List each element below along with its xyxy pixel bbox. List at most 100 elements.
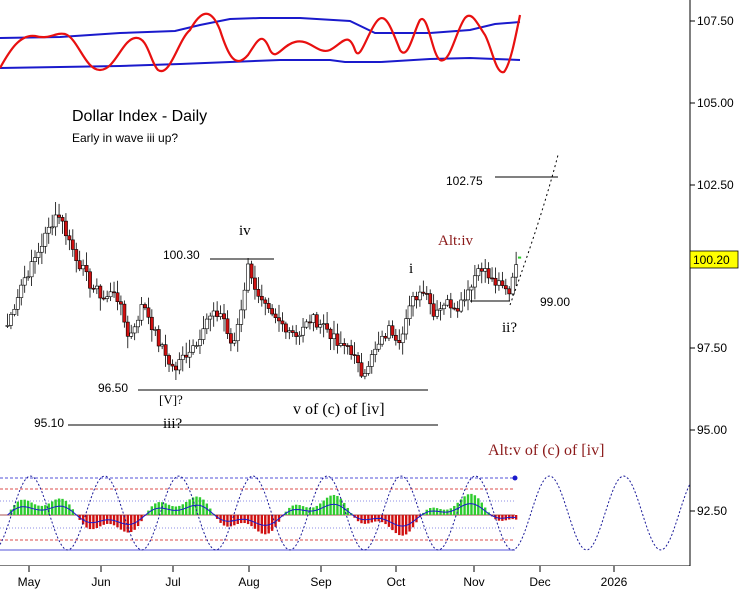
candle-body <box>500 280 505 286</box>
y-tick-label: 107.50 <box>697 14 734 28</box>
x-tick-label: Dec <box>529 575 550 589</box>
candle-body <box>373 348 378 355</box>
histogram-bar <box>198 497 202 515</box>
candle-body <box>70 239 75 250</box>
candle-body <box>407 305 412 319</box>
candle-body <box>253 277 257 290</box>
candle-body <box>297 334 302 337</box>
histogram-bar <box>257 515 260 532</box>
candle-body <box>290 330 295 333</box>
current-price-box <box>689 250 739 269</box>
candle-body <box>225 318 230 334</box>
chart-subtitle: Early in wave iii up? <box>72 131 178 145</box>
histogram-bar <box>23 499 26 515</box>
x-tick-label: Sep <box>310 575 332 589</box>
candle-body <box>36 251 41 258</box>
candle-body <box>280 320 285 325</box>
candle-body <box>132 326 137 334</box>
candle-body <box>67 235 72 241</box>
histogram-bar <box>394 515 398 534</box>
histogram-bar <box>329 495 332 515</box>
candle-body <box>435 309 439 317</box>
histogram-bar <box>126 515 129 533</box>
candle-body <box>387 325 391 339</box>
candle-body <box>112 291 116 294</box>
candle-body <box>84 265 89 273</box>
candle-body <box>359 362 364 377</box>
candle-body <box>352 354 357 356</box>
candle-body <box>404 318 409 335</box>
candle-body <box>204 318 209 330</box>
candle-body <box>187 351 192 358</box>
last-candle-body <box>517 256 522 259</box>
candle-body <box>369 354 374 367</box>
candle-body <box>283 323 288 333</box>
candle-body <box>174 365 178 371</box>
candle-body <box>497 280 501 286</box>
candle-body <box>177 359 182 371</box>
candle-body <box>156 329 161 347</box>
histogram-bar <box>88 515 92 530</box>
histogram-bar <box>54 499 57 515</box>
histogram-bar <box>260 515 264 534</box>
candle-body <box>472 275 477 288</box>
candle-body <box>277 317 281 322</box>
wave-label-iv: iv <box>239 223 251 239</box>
candle-body <box>363 373 367 377</box>
candle-body <box>270 308 275 315</box>
histogram-bar <box>20 499 23 515</box>
candle-body <box>507 288 512 295</box>
candle-body <box>462 299 467 302</box>
histogram-bar <box>463 496 466 515</box>
x-tick-label: Jun <box>91 575 110 589</box>
candle-body <box>33 257 37 262</box>
histogram-bar <box>398 515 401 536</box>
current-price-label: 100.20 <box>693 253 730 267</box>
y-tick-label: 102.50 <box>697 178 734 192</box>
y-axis: 107.50 105.00 102.50 97.50 95.00 92.50 1… <box>689 14 739 518</box>
level-label-99: 99.00 <box>540 295 570 309</box>
candle-body <box>448 299 453 309</box>
candle-body <box>414 296 419 301</box>
candle-body <box>19 284 24 298</box>
candle-body <box>263 299 268 304</box>
histogram-bar <box>408 515 411 532</box>
candle-body <box>46 226 51 234</box>
candle-body <box>208 315 213 320</box>
candle-body <box>294 332 299 337</box>
x-tick-label: Jul <box>165 575 180 589</box>
candle-body <box>455 308 460 312</box>
candle-body <box>273 313 278 318</box>
x-tick-label: Oct <box>387 575 406 589</box>
candle-body <box>235 324 240 342</box>
candle-body <box>411 296 415 307</box>
candle-body <box>479 268 484 272</box>
candle-body <box>321 323 326 325</box>
histogram-bar <box>61 498 64 515</box>
candle-body <box>26 276 31 279</box>
candlestick-series <box>5 201 522 380</box>
candle-body <box>149 316 154 331</box>
candle-body <box>314 314 319 328</box>
candle-body <box>146 307 151 318</box>
candle-body <box>91 287 96 290</box>
candle-body <box>39 245 44 253</box>
candle-body <box>184 354 189 358</box>
candle-body <box>50 226 55 229</box>
wave-label-iii: iii? <box>163 416 183 432</box>
histogram-bar <box>336 495 339 515</box>
candle-body <box>57 214 61 218</box>
candle-body <box>201 328 206 340</box>
x-tick-label: 2026 <box>601 575 628 589</box>
cycle-projection-wave <box>0 475 691 551</box>
level-label-96-50: 96.50 <box>98 381 128 395</box>
candle-body <box>211 310 216 317</box>
x-tick-label: Nov <box>463 575 484 589</box>
cycle-signal-line <box>7 503 517 527</box>
level-label-102-75: 102.75 <box>446 174 483 188</box>
x-tick-label: Aug <box>238 575 259 589</box>
histogram-bar <box>339 498 343 515</box>
histogram-bar <box>401 515 404 536</box>
candle-body <box>390 325 395 336</box>
